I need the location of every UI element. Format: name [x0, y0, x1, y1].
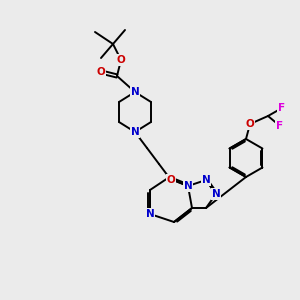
Text: O: O: [117, 55, 125, 65]
Text: N: N: [130, 87, 140, 97]
Text: N: N: [184, 181, 192, 191]
Text: N: N: [212, 189, 220, 199]
Text: N: N: [130, 127, 140, 137]
Text: N: N: [202, 175, 210, 185]
Text: O: O: [246, 119, 254, 129]
Text: O: O: [167, 175, 176, 185]
Text: O: O: [97, 67, 105, 77]
Text: F: F: [278, 103, 286, 113]
Text: F: F: [276, 121, 284, 131]
Text: N: N: [146, 209, 154, 219]
